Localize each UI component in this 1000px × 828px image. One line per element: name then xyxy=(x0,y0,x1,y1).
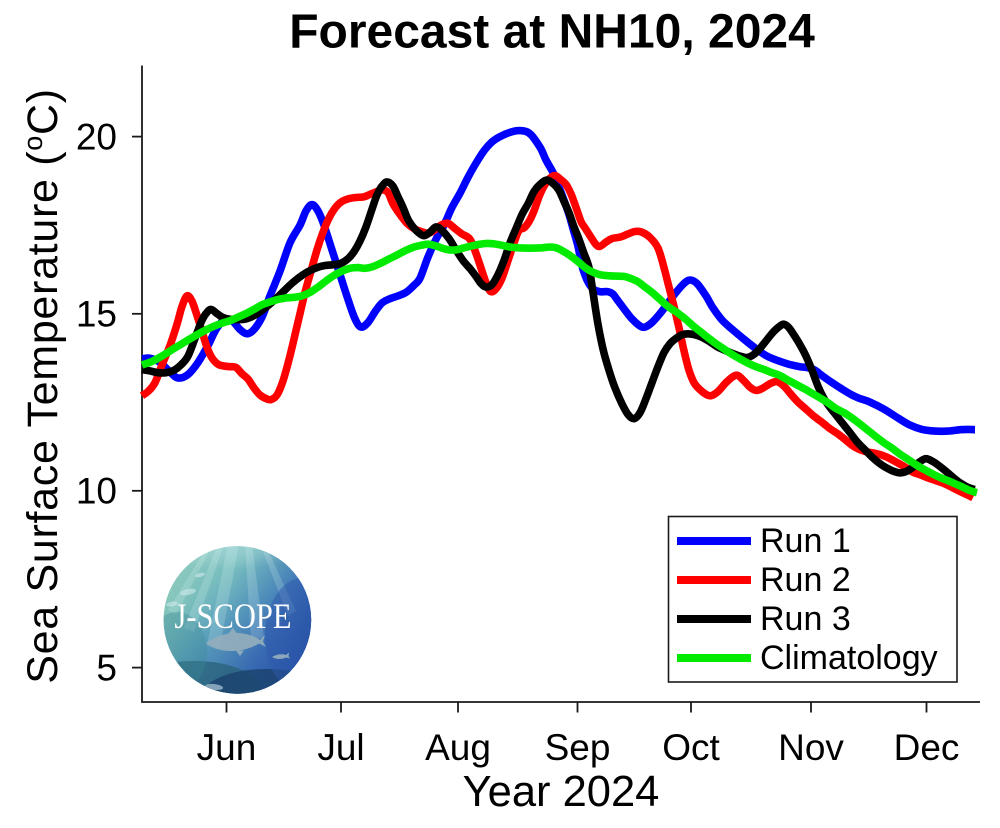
svg-text:5: 5 xyxy=(96,647,117,688)
svg-text:Year 2024: Year 2024 xyxy=(463,768,660,816)
svg-text:15: 15 xyxy=(76,294,117,335)
svg-text:Sea Surface Temperature (oC): Sea Surface Temperature (oC) xyxy=(18,88,67,683)
svg-text:Jun: Jun xyxy=(197,727,257,768)
svg-text:Oct: Oct xyxy=(662,727,720,768)
svg-text:Dec: Dec xyxy=(894,727,960,768)
svg-text:20: 20 xyxy=(76,116,117,157)
svg-text:10: 10 xyxy=(76,471,117,512)
svg-text:Nov: Nov xyxy=(778,727,844,768)
svg-text:Sep: Sep xyxy=(545,727,611,768)
svg-text:J-SCOPE: J-SCOPE xyxy=(175,596,292,636)
svg-text:Aug: Aug xyxy=(425,727,491,768)
svg-text:Jul: Jul xyxy=(317,727,364,768)
svg-text:Forecast at NH10, 2024: Forecast at NH10, 2024 xyxy=(289,6,815,59)
svg-text:Run 3: Run 3 xyxy=(760,600,851,638)
svg-text:Run 1: Run 1 xyxy=(760,522,851,560)
svg-text:Climatology: Climatology xyxy=(760,639,938,677)
svg-text:Run 2: Run 2 xyxy=(760,561,851,599)
